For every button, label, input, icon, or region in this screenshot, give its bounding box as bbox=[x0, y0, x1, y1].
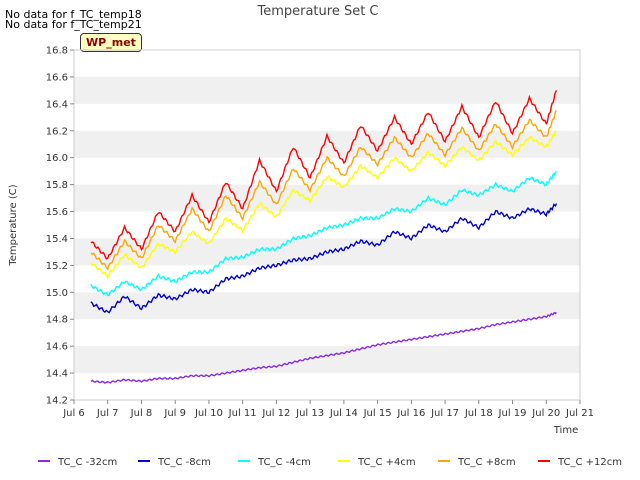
legend-label: TC_C +4cm bbox=[357, 457, 416, 468]
legend-label: TC_C -4cm bbox=[257, 457, 311, 468]
y-tick-label: 16.6 bbox=[46, 72, 68, 83]
no-data-notice-2: No data for f_TC_temp21 bbox=[5, 18, 142, 31]
y-tick-label: 14.2 bbox=[46, 396, 68, 407]
grid-band bbox=[74, 76, 580, 104]
legend-label: TC_C -8cm bbox=[157, 457, 211, 468]
y-tick-label: 14.4 bbox=[46, 369, 68, 380]
series-line-tc-c-4cm bbox=[90, 130, 557, 280]
wp-met-badge: WP_met bbox=[80, 33, 142, 52]
x-tick-label: Jul 11 bbox=[228, 408, 257, 419]
no-data-notice-1: No data for f_TC_temp18 bbox=[5, 8, 142, 21]
y-tick-label: 15.4 bbox=[46, 234, 68, 245]
grid-band bbox=[74, 184, 580, 212]
series-line-tc-c-8cm bbox=[90, 203, 558, 314]
x-tick-label: Jul 10 bbox=[194, 408, 223, 419]
x-tick-label: Jul 12 bbox=[261, 408, 290, 419]
series-line-tc-c-32cm bbox=[90, 311, 557, 384]
x-tick-label: Jul 6 bbox=[62, 408, 85, 419]
y-tick-label: 15.0 bbox=[46, 288, 68, 299]
y-tick-label: 14.8 bbox=[46, 315, 68, 326]
grid-band bbox=[74, 292, 580, 320]
series-line-tc-c-8cm bbox=[90, 110, 557, 271]
legend-label: TC_C +12cm bbox=[557, 457, 622, 468]
x-tick-label: Jul 13 bbox=[295, 408, 324, 419]
x-tick-label: Jul 17 bbox=[430, 408, 459, 419]
chart-title: Temperature Set C bbox=[256, 4, 378, 19]
legend-label: TC_C +8cm bbox=[457, 457, 516, 468]
x-tick-label: Jul 20 bbox=[531, 408, 560, 419]
y-tick-label: 16.0 bbox=[46, 153, 68, 164]
y-tick-label: 16.4 bbox=[46, 99, 68, 110]
x-tick-label: Jul 18 bbox=[464, 408, 493, 419]
plot-frame bbox=[73, 49, 581, 401]
x-tick-label: Jul 7 bbox=[96, 408, 119, 419]
y-axis-label: Temperature (C) bbox=[8, 184, 19, 266]
series-line-tc-c-4cm bbox=[90, 170, 558, 297]
x-axis-label: Time bbox=[553, 425, 578, 436]
x-tick-label: Jul 16 bbox=[396, 408, 425, 419]
y-tick-label: 15.2 bbox=[46, 261, 68, 272]
x-tick-label: Jul 14 bbox=[329, 408, 358, 419]
series-line-tc-c-12cm bbox=[90, 90, 558, 260]
x-tick-label: Jul 21 bbox=[565, 408, 594, 419]
y-tick-label: 16.2 bbox=[46, 126, 68, 137]
x-tick-label: Jul 19 bbox=[498, 408, 527, 419]
x-tick-label: Jul 8 bbox=[130, 408, 153, 419]
legend-label: TC_C -32cm bbox=[57, 457, 117, 468]
y-tick-label: 14.6 bbox=[46, 342, 68, 353]
x-tick-label: Jul 15 bbox=[363, 408, 392, 419]
y-tick-label: 15.6 bbox=[46, 207, 68, 218]
grid-band bbox=[74, 346, 580, 374]
y-tick-label: 16.8 bbox=[46, 46, 68, 57]
y-tick-label: 15.8 bbox=[46, 180, 68, 191]
x-tick-label: Jul 9 bbox=[163, 408, 186, 419]
